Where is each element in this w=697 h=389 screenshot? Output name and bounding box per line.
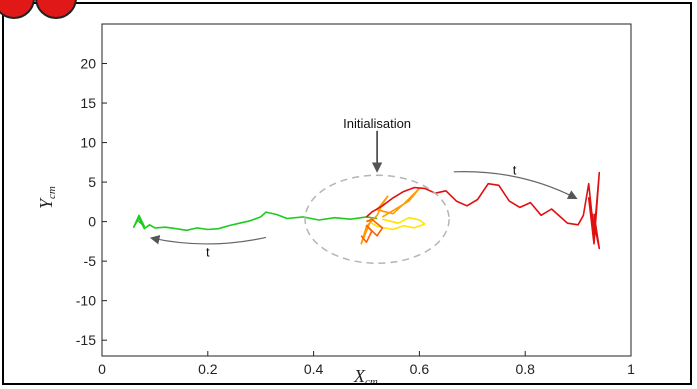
x-tick-label-0: 0 — [98, 361, 106, 377]
x-tick-label-4: 0.8 — [515, 361, 535, 377]
time-label-1: t — [206, 245, 210, 260]
time-label-2: t — [513, 162, 517, 177]
y-tick-label-3: 0 — [88, 214, 96, 230]
x-axis-label: Xcm — [353, 366, 378, 383]
time-arrow-left — [149, 235, 267, 245]
x-tick-label-3: 0.6 — [410, 361, 430, 377]
red-badge-right — [35, 0, 77, 19]
initialisation-region — [304, 174, 450, 264]
trajectory-chart: 0 0.2 0.4 0.6 0.8 1 -15 -10 -5 0 5 10 15 20 Initialis… — [36, 23, 635, 388]
trajectory-series-2 — [360, 187, 421, 245]
red-badges-decoration — [0, 0, 77, 19]
plot-box — [101, 23, 632, 357]
red-badge-left — [0, 0, 35, 19]
y-tick-label-0: -15 — [76, 332, 96, 348]
y-tick-label-5: 10 — [80, 135, 96, 151]
time-arrow-right — [453, 171, 578, 199]
y-tick-label-4: 5 — [88, 174, 96, 190]
trajectory-series-0 — [132, 211, 378, 232]
trajectory-series-3 — [360, 218, 384, 243]
y-tick-label-7: 20 — [80, 56, 96, 72]
x-tick-label-5: 1 — [627, 361, 635, 377]
initialisation-label: Initialisation — [343, 116, 411, 131]
x-tick-label-2: 0.4 — [304, 361, 324, 377]
trajectory-series-1 — [366, 216, 426, 231]
trajectory-series-4 — [365, 171, 601, 250]
y-axis-label: Ycm — [36, 186, 58, 209]
y-tick-label-6: 15 — [80, 95, 96, 111]
y-tick-label-2: -5 — [84, 253, 97, 269]
x-tick-label-1: 0.2 — [198, 361, 218, 377]
y-tick-label-1: -10 — [76, 293, 96, 309]
